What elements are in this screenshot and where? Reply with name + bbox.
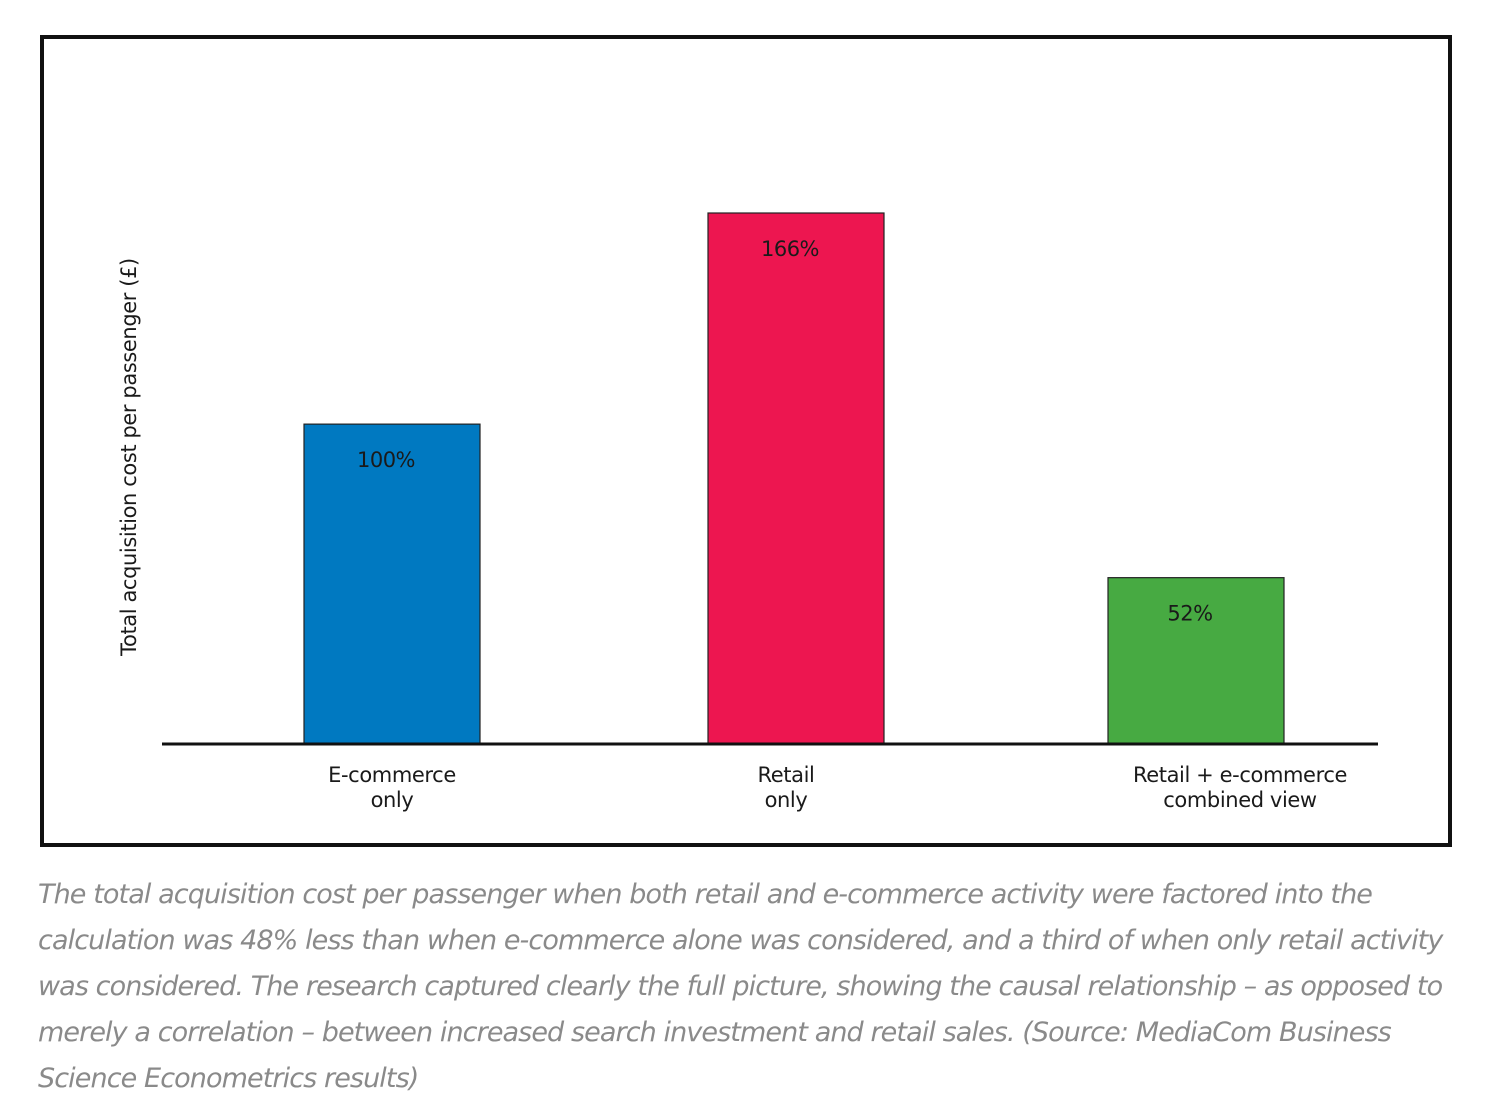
chart-frame: 100% 166% 52% E-commerce only Retail only Retai… — [40, 35, 1452, 847]
chart-caption: The total acquisition cost per passenger… — [38, 879, 1443, 1094]
bar-value-label-2: 52% — [1167, 602, 1212, 626]
bar-value-label-0: 100% — [357, 448, 415, 472]
bar-1 — [707, 212, 885, 745]
bar-value-label-1: 166% — [761, 237, 819, 261]
x-tick-label-1-line-1: only — [765, 788, 808, 812]
bar-chart: 100%166%52%E-commerceonlyRetailonlyRetai… — [117, 212, 1378, 812]
bar-2 — [1107, 577, 1285, 745]
bar-0 — [303, 423, 481, 745]
x-tick-label-0-line-0: E-commerce — [328, 763, 456, 787]
y-axis-label: Total acquisition cost per passenger (£) — [117, 258, 141, 657]
x-tick-label-2-line-1: combined view — [1163, 788, 1317, 812]
x-tick-label-2-line-0: Retail + e-commerce — [1133, 763, 1347, 787]
x-tick-label-1-line-0: Retail — [758, 763, 815, 787]
x-tick-label-0-line-1: only — [371, 788, 414, 812]
